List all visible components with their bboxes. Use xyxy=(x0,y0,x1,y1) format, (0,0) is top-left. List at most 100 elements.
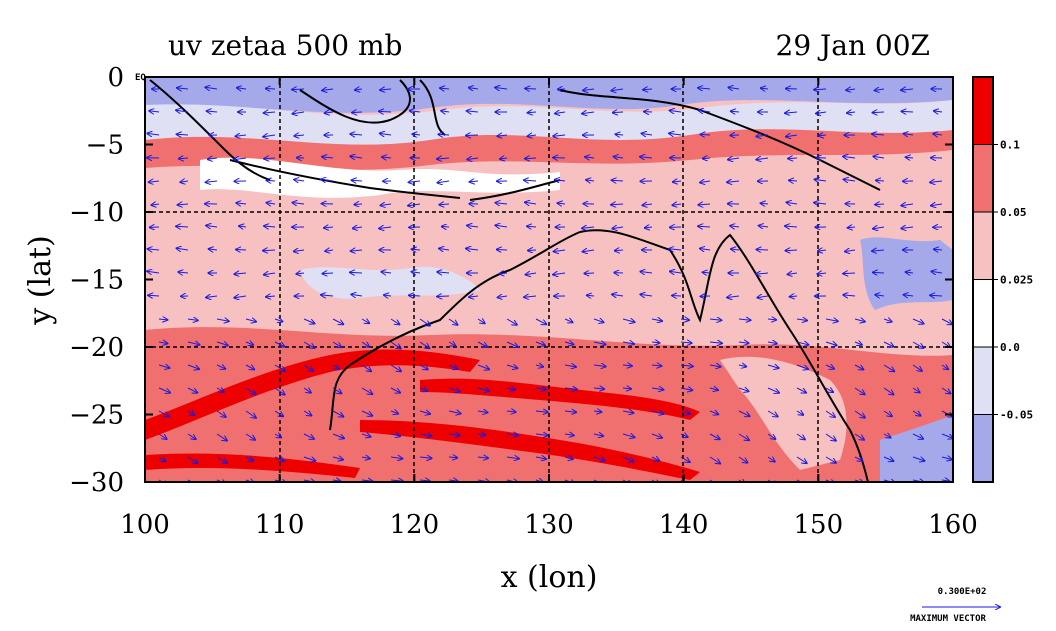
wind-vector xyxy=(709,456,720,464)
wind-vector xyxy=(912,411,921,416)
x-tick-label: 130 xyxy=(524,510,574,540)
wind-vector xyxy=(419,434,432,436)
wind-vector xyxy=(158,410,169,417)
wind-vector xyxy=(738,410,750,416)
wind-vector xyxy=(796,387,806,393)
wind-vector xyxy=(872,134,885,135)
wind-vector xyxy=(933,134,943,135)
wind-vector xyxy=(912,341,923,348)
wind-vector xyxy=(883,341,894,347)
wind-vector xyxy=(883,364,894,371)
wind-vector xyxy=(187,387,197,393)
wind-vector xyxy=(437,296,450,297)
wind-vector xyxy=(361,319,369,323)
wind-vector xyxy=(296,273,305,274)
wind-vector xyxy=(767,410,778,417)
wind-vector xyxy=(148,295,160,296)
wind-vector xyxy=(177,88,189,89)
wind-vector xyxy=(583,250,595,252)
wind-vector xyxy=(187,456,198,463)
wind-vectors xyxy=(147,87,953,482)
wind-vector xyxy=(412,134,421,135)
wind-vector xyxy=(756,273,769,274)
wind-vector xyxy=(818,250,827,251)
colorbar-swatch xyxy=(972,144,994,213)
white-band xyxy=(200,157,560,198)
wind-vector xyxy=(901,227,914,228)
wind-vector xyxy=(727,181,740,182)
wind-vector xyxy=(564,388,577,389)
wind-vector xyxy=(680,456,690,462)
wind-vector xyxy=(292,89,305,90)
wind-vector xyxy=(470,181,479,182)
weak-band-southeast xyxy=(720,356,847,470)
wind-vector xyxy=(612,227,624,229)
wind-vector xyxy=(495,225,508,227)
wind-vector xyxy=(555,112,566,114)
wind-vector xyxy=(535,365,543,367)
wind-vector xyxy=(564,434,574,435)
wind-vector xyxy=(274,319,282,322)
x-axis-label: x (lon) xyxy=(501,560,598,595)
wind-vector xyxy=(611,204,624,205)
wind-vector xyxy=(614,157,624,158)
wind-vector xyxy=(854,433,864,440)
wind-vector xyxy=(761,88,769,89)
wind-vector xyxy=(419,388,427,391)
wind-vector xyxy=(419,318,430,326)
colorbar: 0.1 0.05 0.025 0.0 -0.05 xyxy=(972,76,1033,483)
wind-vector xyxy=(554,250,566,252)
wind-vector xyxy=(234,296,247,298)
wind-vector xyxy=(419,457,432,458)
wind-vector xyxy=(593,434,603,436)
wind-vector xyxy=(506,411,516,412)
wind-vector xyxy=(355,89,363,90)
wind-vector xyxy=(439,204,450,205)
x-tick-label: 150 xyxy=(794,510,844,540)
wind-vector xyxy=(680,388,692,390)
wind-vector xyxy=(177,134,189,135)
wind-vector xyxy=(216,410,226,417)
wind-vector xyxy=(178,204,189,205)
wind-vector xyxy=(941,457,952,460)
wind-vector xyxy=(643,89,653,90)
chart-title: uv zetaa 500 mb xyxy=(168,29,402,62)
wind-vector xyxy=(325,112,334,113)
wind-vector xyxy=(558,203,566,204)
wind-vector xyxy=(412,272,421,273)
wind-vector xyxy=(274,434,281,438)
wind-vector xyxy=(477,364,489,369)
wind-vector xyxy=(700,181,711,183)
wind-vector xyxy=(767,342,777,344)
wind-vector xyxy=(670,271,682,273)
wind-vector xyxy=(151,204,160,205)
blue-patch-mid xyxy=(300,266,480,299)
wind-vector xyxy=(321,179,334,181)
y-tick-label: −20 xyxy=(69,333,124,363)
wind-vector xyxy=(941,433,953,438)
wind-vector xyxy=(582,227,595,228)
wind-vector xyxy=(158,433,167,439)
wind-vector xyxy=(931,204,943,206)
wind-vector xyxy=(438,181,450,183)
wind-vector xyxy=(535,434,548,435)
wind-vector xyxy=(883,457,893,461)
wind-vector xyxy=(535,318,546,324)
wind-vector xyxy=(187,433,196,439)
wind-vector xyxy=(419,480,430,481)
wind-vector xyxy=(207,111,218,112)
wind-vector xyxy=(767,479,777,482)
coastline-sumatra xyxy=(149,79,271,181)
wind-vector xyxy=(506,457,519,459)
wind-vector xyxy=(564,365,576,367)
x-tick-label: 110 xyxy=(255,510,305,540)
wind-vector xyxy=(158,457,166,461)
wind-vector xyxy=(332,341,341,347)
wind-vector xyxy=(350,272,363,273)
wind-vector xyxy=(815,179,827,181)
wind-vector xyxy=(448,388,460,392)
wind-vector xyxy=(216,388,224,392)
wind-vector xyxy=(209,249,218,250)
wind-vector xyxy=(274,387,285,395)
wind-vector xyxy=(555,180,566,181)
